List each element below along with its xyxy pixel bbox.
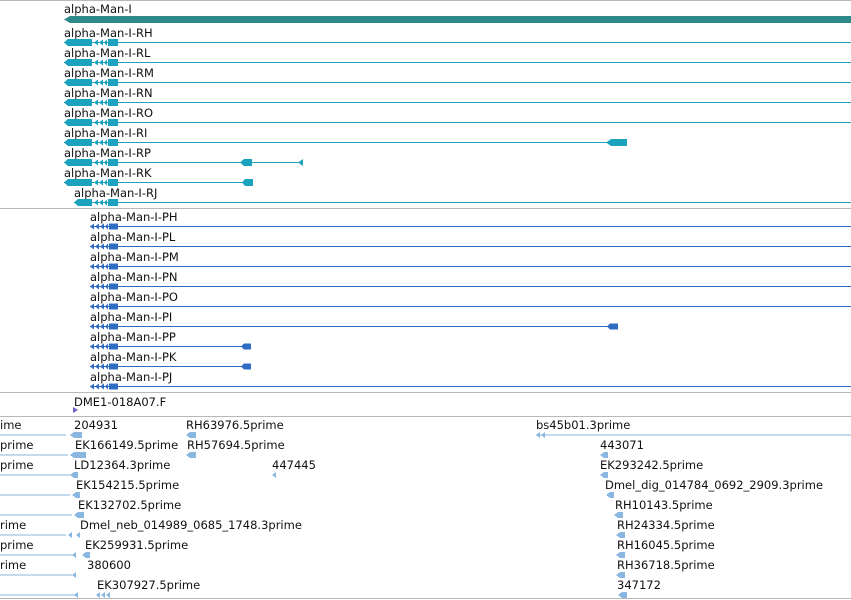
protein-feature[interactable] [0,382,851,392]
protein-feature[interactable] [0,302,851,312]
track-divider [0,0,851,1]
protein-feature[interactable] [0,342,851,352]
transcript-feature[interactable] [0,198,851,208]
protein-label[interactable]: alpha-Man-I-PK [90,350,177,364]
gene-label[interactable]: alpha-Man-I [64,2,132,16]
est-feature-row[interactable] [0,451,851,459]
protein-feature[interactable] [0,222,851,232]
transcript-label[interactable]: alpha-Man-I-RM [64,66,154,80]
clone-feature[interactable] [72,407,84,415]
est-label[interactable]: EK154215.5prime [76,478,180,492]
est-feature-row[interactable] [0,591,851,599]
est-label[interactable]: bs45b01.3prime [536,418,631,432]
transcript-label[interactable]: alpha-Man-I-RJ [74,186,158,200]
transcript-feature[interactable] [0,118,851,128]
protein-label[interactable]: alpha-Man-I-PL [90,230,176,244]
transcript-label[interactable]: alpha-Man-I-RH [64,26,153,40]
track-divider [0,392,851,393]
est-feature-row[interactable] [0,431,851,439]
gene-feature[interactable] [0,12,851,42]
est-label[interactable]: RH36718.5prime [617,558,715,572]
est-label[interactable]: prime [0,458,34,472]
protein-label[interactable]: alpha-Man-I-PH [90,210,178,224]
est-label[interactable]: LD12364.3prime [74,458,171,472]
est-label[interactable]: 447445 [272,458,316,472]
protein-label[interactable]: alpha-Man-I-PJ [90,370,173,384]
est-label[interactable]: ime [0,418,22,432]
transcript-feature[interactable] [0,138,851,148]
transcript-label[interactable]: alpha-Man-I-RN [64,86,153,100]
est-label[interactable]: RH10143.5prime [615,498,713,512]
transcript-feature[interactable] [0,158,851,168]
protein-label[interactable]: alpha-Man-I-PN [90,270,178,284]
est-label[interactable]: 347172 [617,578,661,592]
est-label[interactable]: rime [0,558,27,572]
track-divider [0,598,851,599]
est-label[interactable]: rime [0,518,27,532]
est-feature-row[interactable] [0,531,851,539]
est-label[interactable]: 443071 [600,438,644,452]
protein-feature[interactable] [0,322,851,332]
transcript-feature[interactable] [0,38,851,48]
protein-feature[interactable] [0,282,851,292]
protein-feature[interactable] [0,362,851,372]
clone-label[interactable]: DME1-018A07.F [74,395,167,409]
est-label[interactable]: 380600 [87,558,131,572]
transcript-label[interactable]: alpha-Man-I-RO [64,106,154,120]
est-label[interactable]: Dmel_neb_014989_0685_1748.3prime [80,518,302,532]
est-feature-row[interactable] [0,551,851,559]
protein-label[interactable]: alpha-Man-I-PI [90,310,173,324]
track-divider [0,416,851,417]
est-label[interactable]: 204931 [74,418,118,432]
est-label[interactable]: RH57694.5prime [187,438,285,452]
est-label[interactable]: EK293242.5prime [600,458,704,472]
protein-label[interactable]: alpha-Man-I-PO [90,290,178,304]
est-label[interactable]: Dmel_dig_014784_0692_2909.3prime [605,478,824,492]
est-label[interactable]: EK132702.5prime [78,498,182,512]
protein-feature[interactable] [0,262,851,272]
est-label[interactable]: EK259931.5prime [85,538,189,552]
est-feature-row[interactable] [0,491,851,499]
est-label[interactable]: RH16045.5prime [617,538,715,552]
est-label[interactable]: EK307927.5prime [97,578,201,592]
est-feature-row[interactable] [0,571,851,579]
est-label[interactable]: RH24334.5prime [617,518,715,532]
est-label[interactable]: prime [0,538,34,552]
est-feature-row[interactable] [0,471,851,479]
transcript-label[interactable]: alpha-Man-I-RI [64,126,148,140]
transcript-label[interactable]: alpha-Man-I-RK [64,166,152,180]
protein-label[interactable]: alpha-Man-I-PM [90,250,179,264]
transcript-label[interactable]: alpha-Man-I-RL [64,46,151,60]
transcript-feature[interactable] [0,98,851,108]
track-divider [0,208,851,209]
transcript-feature[interactable] [0,178,851,188]
est-feature-row[interactable] [0,511,851,519]
transcript-label[interactable]: alpha-Man-I-RP [64,146,151,160]
est-label[interactable]: EK166149.5prime [75,438,179,452]
est-label[interactable]: RH63976.5prime [186,418,284,432]
transcript-feature[interactable] [0,58,851,68]
protein-label[interactable]: alpha-Man-I-PP [90,330,176,344]
est-label[interactable]: prime [0,438,34,452]
protein-feature[interactable] [0,242,851,252]
transcript-feature[interactable] [0,78,851,88]
